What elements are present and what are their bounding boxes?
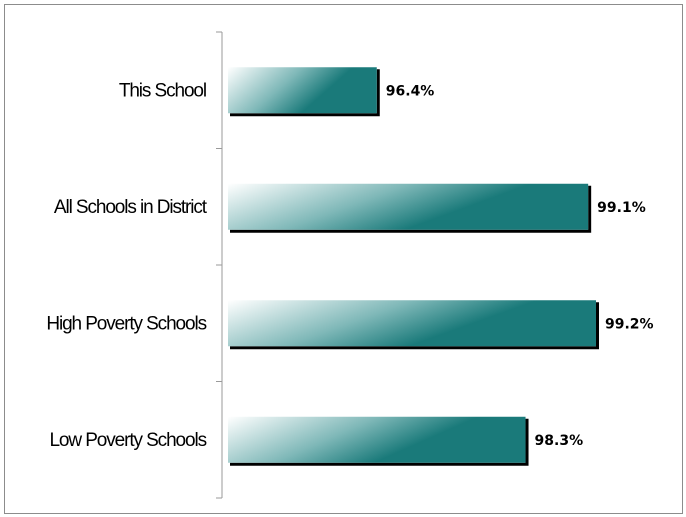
category-label: High Poverty Schools <box>46 313 206 334</box>
data-label: 98.3% <box>535 433 584 449</box>
bar <box>228 300 596 347</box>
category-label: All Schools in District <box>54 197 208 218</box>
data-label: 99.2% <box>605 316 654 332</box>
data-label: 99.1% <box>597 200 646 216</box>
bar <box>228 67 377 114</box>
category-label: Low Poverty Schools <box>49 430 206 451</box>
data-label: 96.4% <box>386 83 435 99</box>
labels: 96.4% This School 99.1% All Schools in Dist… <box>46 80 653 451</box>
bar <box>228 416 526 463</box>
bars <box>228 67 599 466</box>
category-axis <box>216 31 223 499</box>
bar <box>228 183 589 230</box>
category-label: This School <box>119 80 206 101</box>
